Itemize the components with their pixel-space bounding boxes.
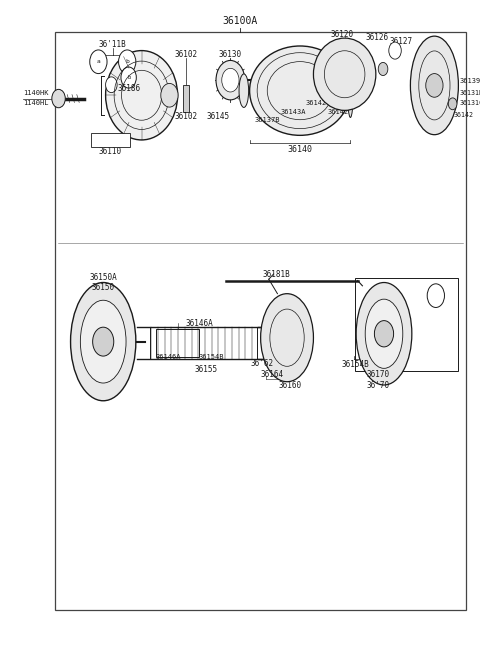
Circle shape bbox=[389, 42, 401, 59]
Text: 36143A: 36143A bbox=[281, 108, 307, 115]
Ellipse shape bbox=[71, 283, 136, 401]
Text: 36110: 36110 bbox=[99, 147, 122, 156]
Text: 36102: 36102 bbox=[174, 112, 197, 122]
Bar bbox=[183, 85, 189, 112]
Ellipse shape bbox=[80, 300, 126, 383]
Circle shape bbox=[427, 284, 444, 307]
Text: 36142: 36142 bbox=[328, 108, 349, 115]
Text: 36170: 36170 bbox=[367, 370, 390, 379]
Circle shape bbox=[121, 67, 136, 88]
Circle shape bbox=[216, 60, 245, 100]
Text: 36'62: 36'62 bbox=[251, 359, 274, 369]
Text: 36186: 36186 bbox=[117, 83, 140, 93]
Circle shape bbox=[106, 77, 117, 93]
Text: 36137B: 36137B bbox=[254, 116, 280, 123]
Text: 36'11B: 36'11B bbox=[99, 40, 127, 49]
Text: 36142: 36142 bbox=[305, 100, 326, 106]
Bar bbox=[91, 133, 130, 147]
Text: 36142: 36142 bbox=[454, 112, 474, 118]
Text: a: a bbox=[96, 59, 100, 64]
Text: 36154B: 36154B bbox=[341, 360, 369, 369]
Text: 1140HL: 1140HL bbox=[23, 100, 48, 106]
Ellipse shape bbox=[410, 36, 458, 135]
Text: b: b bbox=[125, 59, 129, 64]
Text: 36145: 36145 bbox=[207, 112, 230, 122]
Text: 36102: 36102 bbox=[174, 50, 197, 59]
Text: 36112B: 36112B bbox=[97, 137, 123, 143]
Ellipse shape bbox=[313, 38, 376, 110]
Ellipse shape bbox=[106, 51, 178, 140]
Text: 36154B: 36154B bbox=[198, 354, 224, 361]
Text: 36130: 36130 bbox=[219, 50, 242, 59]
Ellipse shape bbox=[356, 283, 412, 385]
Text: 36181B: 36181B bbox=[262, 270, 290, 279]
Text: b: b bbox=[127, 75, 130, 80]
Text: 36127: 36127 bbox=[389, 37, 412, 46]
Text: 36120: 36120 bbox=[331, 30, 354, 39]
Ellipse shape bbox=[239, 74, 249, 108]
Bar bbox=[55, 32, 466, 610]
Text: 36100A: 36100A bbox=[222, 16, 258, 26]
Circle shape bbox=[52, 89, 65, 108]
Text: 36146A: 36146A bbox=[155, 354, 181, 361]
Ellipse shape bbox=[261, 294, 313, 382]
Circle shape bbox=[161, 83, 178, 107]
Text: 36139: 36139 bbox=[460, 78, 480, 84]
Text: b: b bbox=[434, 293, 438, 298]
Text: 36131B: 36131B bbox=[460, 90, 480, 97]
Circle shape bbox=[426, 74, 443, 97]
Text: 36126: 36126 bbox=[365, 33, 388, 42]
Circle shape bbox=[93, 327, 114, 356]
Bar bbox=[355, 278, 458, 371]
Bar bbox=[156, 328, 199, 357]
Text: 36131C: 36131C bbox=[460, 100, 480, 106]
Ellipse shape bbox=[365, 299, 403, 369]
Text: 36160: 36160 bbox=[278, 380, 301, 390]
Text: 36140: 36140 bbox=[288, 145, 312, 154]
Text: 36146A: 36146A bbox=[185, 319, 213, 328]
Text: 36150A: 36150A bbox=[89, 273, 117, 282]
Circle shape bbox=[222, 68, 239, 92]
Text: 36155: 36155 bbox=[195, 365, 218, 374]
Text: 36164: 36164 bbox=[260, 370, 283, 379]
Text: 36150: 36150 bbox=[92, 283, 115, 292]
Circle shape bbox=[374, 321, 394, 347]
Ellipse shape bbox=[348, 64, 353, 118]
Circle shape bbox=[378, 62, 388, 76]
Ellipse shape bbox=[250, 46, 350, 135]
Circle shape bbox=[90, 50, 107, 74]
Circle shape bbox=[119, 50, 136, 74]
Circle shape bbox=[448, 98, 457, 110]
Text: 1140HK: 1140HK bbox=[23, 90, 48, 97]
Text: 36'70: 36'70 bbox=[367, 380, 390, 390]
